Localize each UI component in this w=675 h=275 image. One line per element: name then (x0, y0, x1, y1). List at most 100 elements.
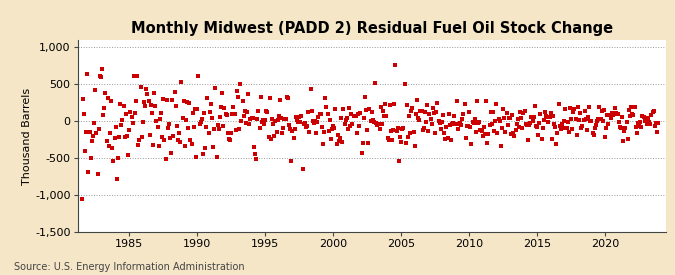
Point (630, 125, 641, 129)
Point (215, 115, 225, 120)
Point (579, 109, 590, 113)
Point (268, 122, 279, 126)
Point (354, 123, 364, 128)
Point (602, 113, 613, 118)
Point (494, 119, 505, 123)
Y-axis label: Thousand Barrels: Thousand Barrels (22, 87, 32, 185)
Point (225, 138, 236, 142)
Point (335, 116, 346, 120)
Point (518, 111, 529, 116)
Point (196, 117, 207, 121)
Point (578, 118, 589, 123)
Point (460, 135, 471, 140)
Point (547, 114, 558, 119)
Point (153, 144, 164, 148)
Point (128, 73, 139, 78)
Point (425, 117, 436, 121)
Point (644, 120, 655, 125)
Point (370, 81, 381, 85)
Point (122, 134, 132, 138)
Point (466, 142, 477, 147)
Point (300, 121, 310, 125)
Point (170, 104, 181, 109)
Point (394, 159, 404, 163)
Point (252, 116, 263, 121)
Point (636, 125, 647, 129)
Point (410, 112, 421, 116)
Point (100, 91, 111, 95)
Point (417, 128, 428, 132)
Point (89, 121, 100, 125)
Point (482, 141, 493, 145)
Point (594, 104, 605, 109)
Point (352, 131, 362, 136)
Point (429, 111, 439, 115)
Point (363, 141, 374, 145)
Point (91, 131, 102, 135)
Point (117, 118, 128, 123)
Point (608, 113, 618, 117)
Point (582, 128, 593, 132)
Point (240, 121, 251, 125)
Point (220, 112, 231, 117)
Point (293, 120, 304, 124)
Point (483, 131, 494, 136)
Point (208, 145, 219, 149)
Point (424, 111, 435, 116)
Point (574, 111, 585, 115)
Point (574, 118, 585, 122)
Point (223, 130, 234, 135)
Point (236, 119, 247, 123)
Point (323, 128, 334, 133)
Point (116, 123, 127, 127)
Point (131, 99, 142, 104)
Point (298, 122, 309, 127)
Point (415, 109, 426, 113)
Point (444, 123, 455, 127)
Point (262, 110, 273, 115)
Point (329, 126, 340, 130)
Point (595, 117, 606, 121)
Point (458, 111, 469, 116)
Point (76, 197, 87, 202)
Point (300, 125, 311, 130)
Point (614, 120, 624, 124)
Point (357, 141, 368, 146)
Point (115, 102, 126, 106)
Point (325, 137, 336, 141)
Point (587, 131, 598, 136)
Point (536, 137, 547, 141)
Point (560, 107, 571, 112)
Point (369, 120, 379, 124)
Point (255, 95, 266, 99)
Point (106, 99, 117, 103)
Point (422, 103, 433, 107)
Point (585, 119, 596, 123)
Point (360, 108, 371, 112)
Point (185, 138, 196, 142)
Point (628, 113, 639, 118)
Point (653, 121, 664, 125)
Point (606, 111, 617, 115)
Point (629, 105, 640, 109)
Point (616, 126, 626, 130)
Point (148, 91, 159, 96)
Point (292, 117, 302, 122)
Point (308, 121, 319, 125)
Point (243, 92, 254, 96)
Point (295, 119, 306, 124)
Point (78, 111, 89, 116)
Point (543, 120, 554, 125)
Point (639, 119, 650, 124)
Point (83, 170, 94, 174)
Point (493, 117, 504, 121)
Point (290, 115, 301, 119)
Point (547, 136, 558, 141)
Point (345, 123, 356, 128)
Point (539, 118, 549, 122)
Point (158, 97, 169, 101)
Point (85, 155, 96, 160)
Point (452, 99, 462, 103)
Point (267, 117, 277, 121)
Point (529, 103, 540, 108)
